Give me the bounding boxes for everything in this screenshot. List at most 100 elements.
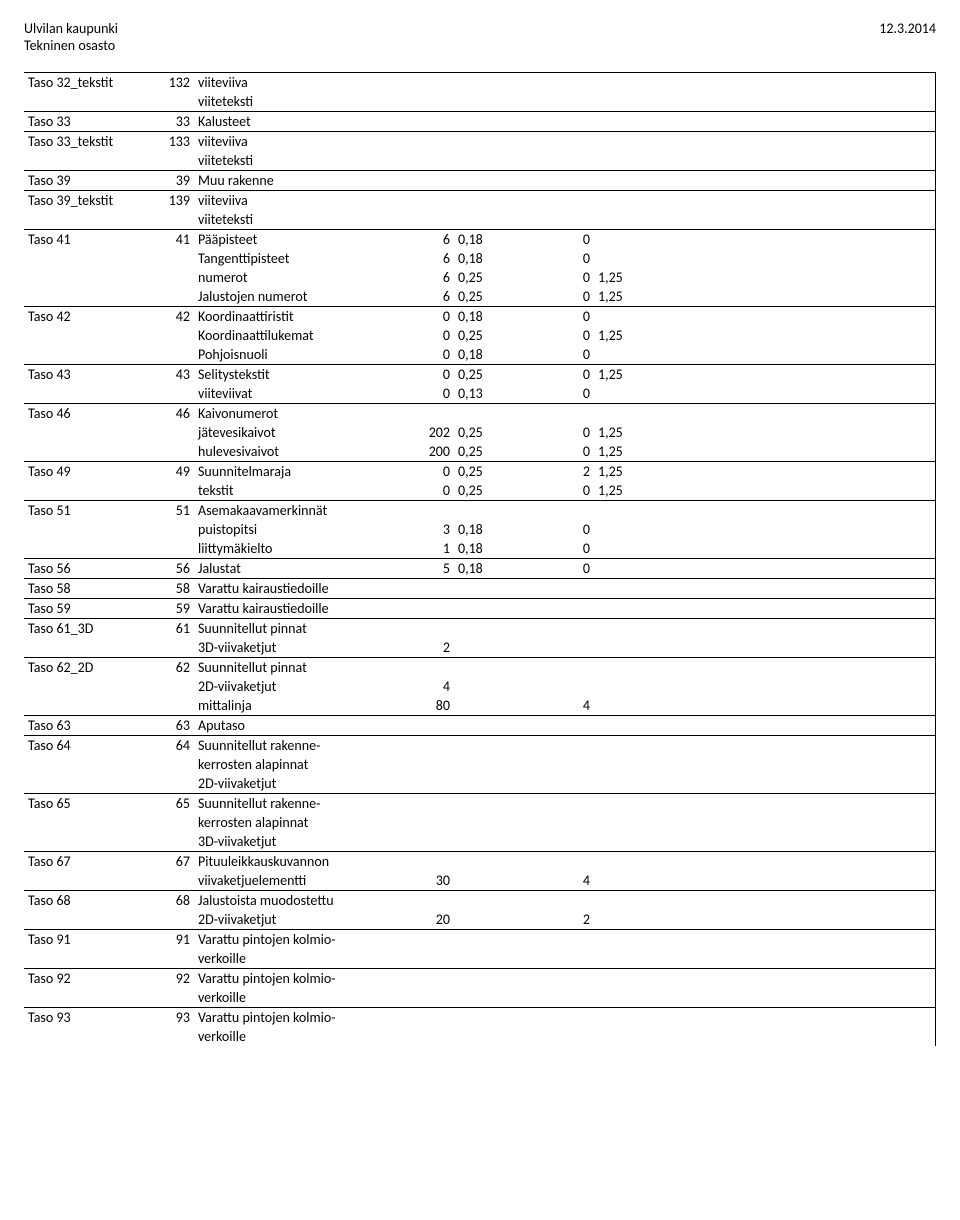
table-cell bbox=[24, 423, 144, 442]
table-cell: 1,25 bbox=[594, 481, 674, 501]
table-cell bbox=[674, 755, 936, 774]
table-cell bbox=[674, 151, 936, 171]
table-cell: Kaivonumerot bbox=[194, 404, 394, 424]
table-cell bbox=[674, 112, 936, 132]
table-cell bbox=[394, 736, 454, 756]
table-cell bbox=[394, 191, 454, 211]
table-cell bbox=[674, 559, 936, 579]
table-cell bbox=[24, 384, 144, 404]
table-cell: 2 bbox=[534, 910, 594, 930]
table-cell: 1,25 bbox=[594, 326, 674, 345]
table-row: Taso 6363Aputaso bbox=[24, 716, 936, 736]
table-row: Taso 9191Varattu pintojen kolmio- bbox=[24, 930, 936, 950]
table-cell bbox=[24, 92, 144, 112]
table-cell bbox=[594, 210, 674, 230]
table-cell: 0,13 bbox=[454, 384, 534, 404]
table-cell bbox=[674, 268, 936, 287]
table-cell: 0 bbox=[534, 268, 594, 287]
table-cell bbox=[454, 755, 534, 774]
table-cell bbox=[454, 404, 534, 424]
table-cell bbox=[674, 462, 936, 482]
table-cell bbox=[594, 1027, 674, 1046]
table-cell: Taso 33 bbox=[24, 112, 144, 132]
table-cell: 0 bbox=[534, 326, 594, 345]
table-cell: viiteviivat bbox=[194, 384, 394, 404]
table-cell bbox=[24, 949, 144, 969]
table-cell: Pääpisteet bbox=[194, 230, 394, 250]
table-cell bbox=[674, 871, 936, 891]
table-cell bbox=[594, 736, 674, 756]
table-cell bbox=[394, 813, 454, 832]
table-cell bbox=[24, 755, 144, 774]
table-cell bbox=[534, 619, 594, 639]
table-row: Taso 32_tekstit132viiteviiva bbox=[24, 73, 936, 93]
table-cell bbox=[144, 345, 194, 365]
table-cell bbox=[534, 988, 594, 1008]
table-cell bbox=[454, 638, 534, 658]
table-cell: 0,25 bbox=[454, 462, 534, 482]
table-cell: Varattu pintojen kolmio- bbox=[194, 969, 394, 989]
table-cell bbox=[534, 774, 594, 794]
table-cell bbox=[24, 910, 144, 930]
table-cell: Jalustat bbox=[194, 559, 394, 579]
table-cell: 0,18 bbox=[454, 345, 534, 365]
table-cell: 132 bbox=[144, 73, 194, 93]
table-cell bbox=[674, 658, 936, 678]
table-cell bbox=[534, 404, 594, 424]
table-cell bbox=[24, 832, 144, 852]
table-cell bbox=[394, 891, 454, 911]
table-cell: 0 bbox=[534, 539, 594, 559]
table-cell: 61 bbox=[144, 619, 194, 639]
table-cell bbox=[454, 774, 534, 794]
table-cell bbox=[144, 520, 194, 539]
table-cell: Taso 41 bbox=[24, 230, 144, 250]
table-cell: 58 bbox=[144, 579, 194, 599]
table-cell bbox=[454, 716, 534, 736]
table-cell: 0,25 bbox=[454, 481, 534, 501]
table-cell bbox=[394, 794, 454, 814]
table-cell: Taso 56 bbox=[24, 559, 144, 579]
table-cell: Aputaso bbox=[194, 716, 394, 736]
table-cell: Pituuleikkauskuvannon bbox=[194, 852, 394, 872]
table-cell: 42 bbox=[144, 307, 194, 327]
table-cell: 0 bbox=[534, 423, 594, 442]
table-cell: 51 bbox=[144, 501, 194, 521]
table-row: 2D-viivaketjut202 bbox=[24, 910, 936, 930]
table-cell: Suunnitellut pinnat bbox=[194, 658, 394, 678]
table-cell: 0 bbox=[394, 307, 454, 327]
table-cell: 59 bbox=[144, 599, 194, 619]
table-cell bbox=[454, 832, 534, 852]
table-cell: Taso 49 bbox=[24, 462, 144, 482]
dept-name: Tekninen osasto bbox=[24, 37, 118, 54]
table-cell bbox=[594, 112, 674, 132]
table-cell bbox=[674, 384, 936, 404]
table-row: Taso 33_tekstit133viiteviiva bbox=[24, 132, 936, 152]
table-cell bbox=[534, 813, 594, 832]
table-cell bbox=[454, 619, 534, 639]
table-cell bbox=[674, 287, 936, 307]
table-cell: 0 bbox=[534, 249, 594, 268]
table-cell: 6 bbox=[394, 230, 454, 250]
table-cell: 0 bbox=[534, 345, 594, 365]
table-cell bbox=[534, 832, 594, 852]
table-cell bbox=[674, 736, 936, 756]
table-cell bbox=[534, 949, 594, 969]
table-cell bbox=[534, 736, 594, 756]
table-cell: 0,25 bbox=[454, 268, 534, 287]
table-cell bbox=[144, 384, 194, 404]
table-cell bbox=[394, 755, 454, 774]
table-cell bbox=[594, 345, 674, 365]
table-cell: 33 bbox=[144, 112, 194, 132]
table-cell bbox=[594, 677, 674, 696]
date-text: 12.3.2014 bbox=[879, 20, 936, 37]
table-cell bbox=[674, 910, 936, 930]
table-cell bbox=[454, 852, 534, 872]
table-row: liittymäkielto10,180 bbox=[24, 539, 936, 559]
table-cell: 92 bbox=[144, 969, 194, 989]
table-cell bbox=[534, 1027, 594, 1046]
table-cell: Asemakaavamerkinnät bbox=[194, 501, 394, 521]
table-cell bbox=[454, 677, 534, 696]
table-cell bbox=[534, 501, 594, 521]
table-cell: viivaketjuelementti bbox=[194, 871, 394, 891]
table-row: verkoille bbox=[24, 949, 936, 969]
